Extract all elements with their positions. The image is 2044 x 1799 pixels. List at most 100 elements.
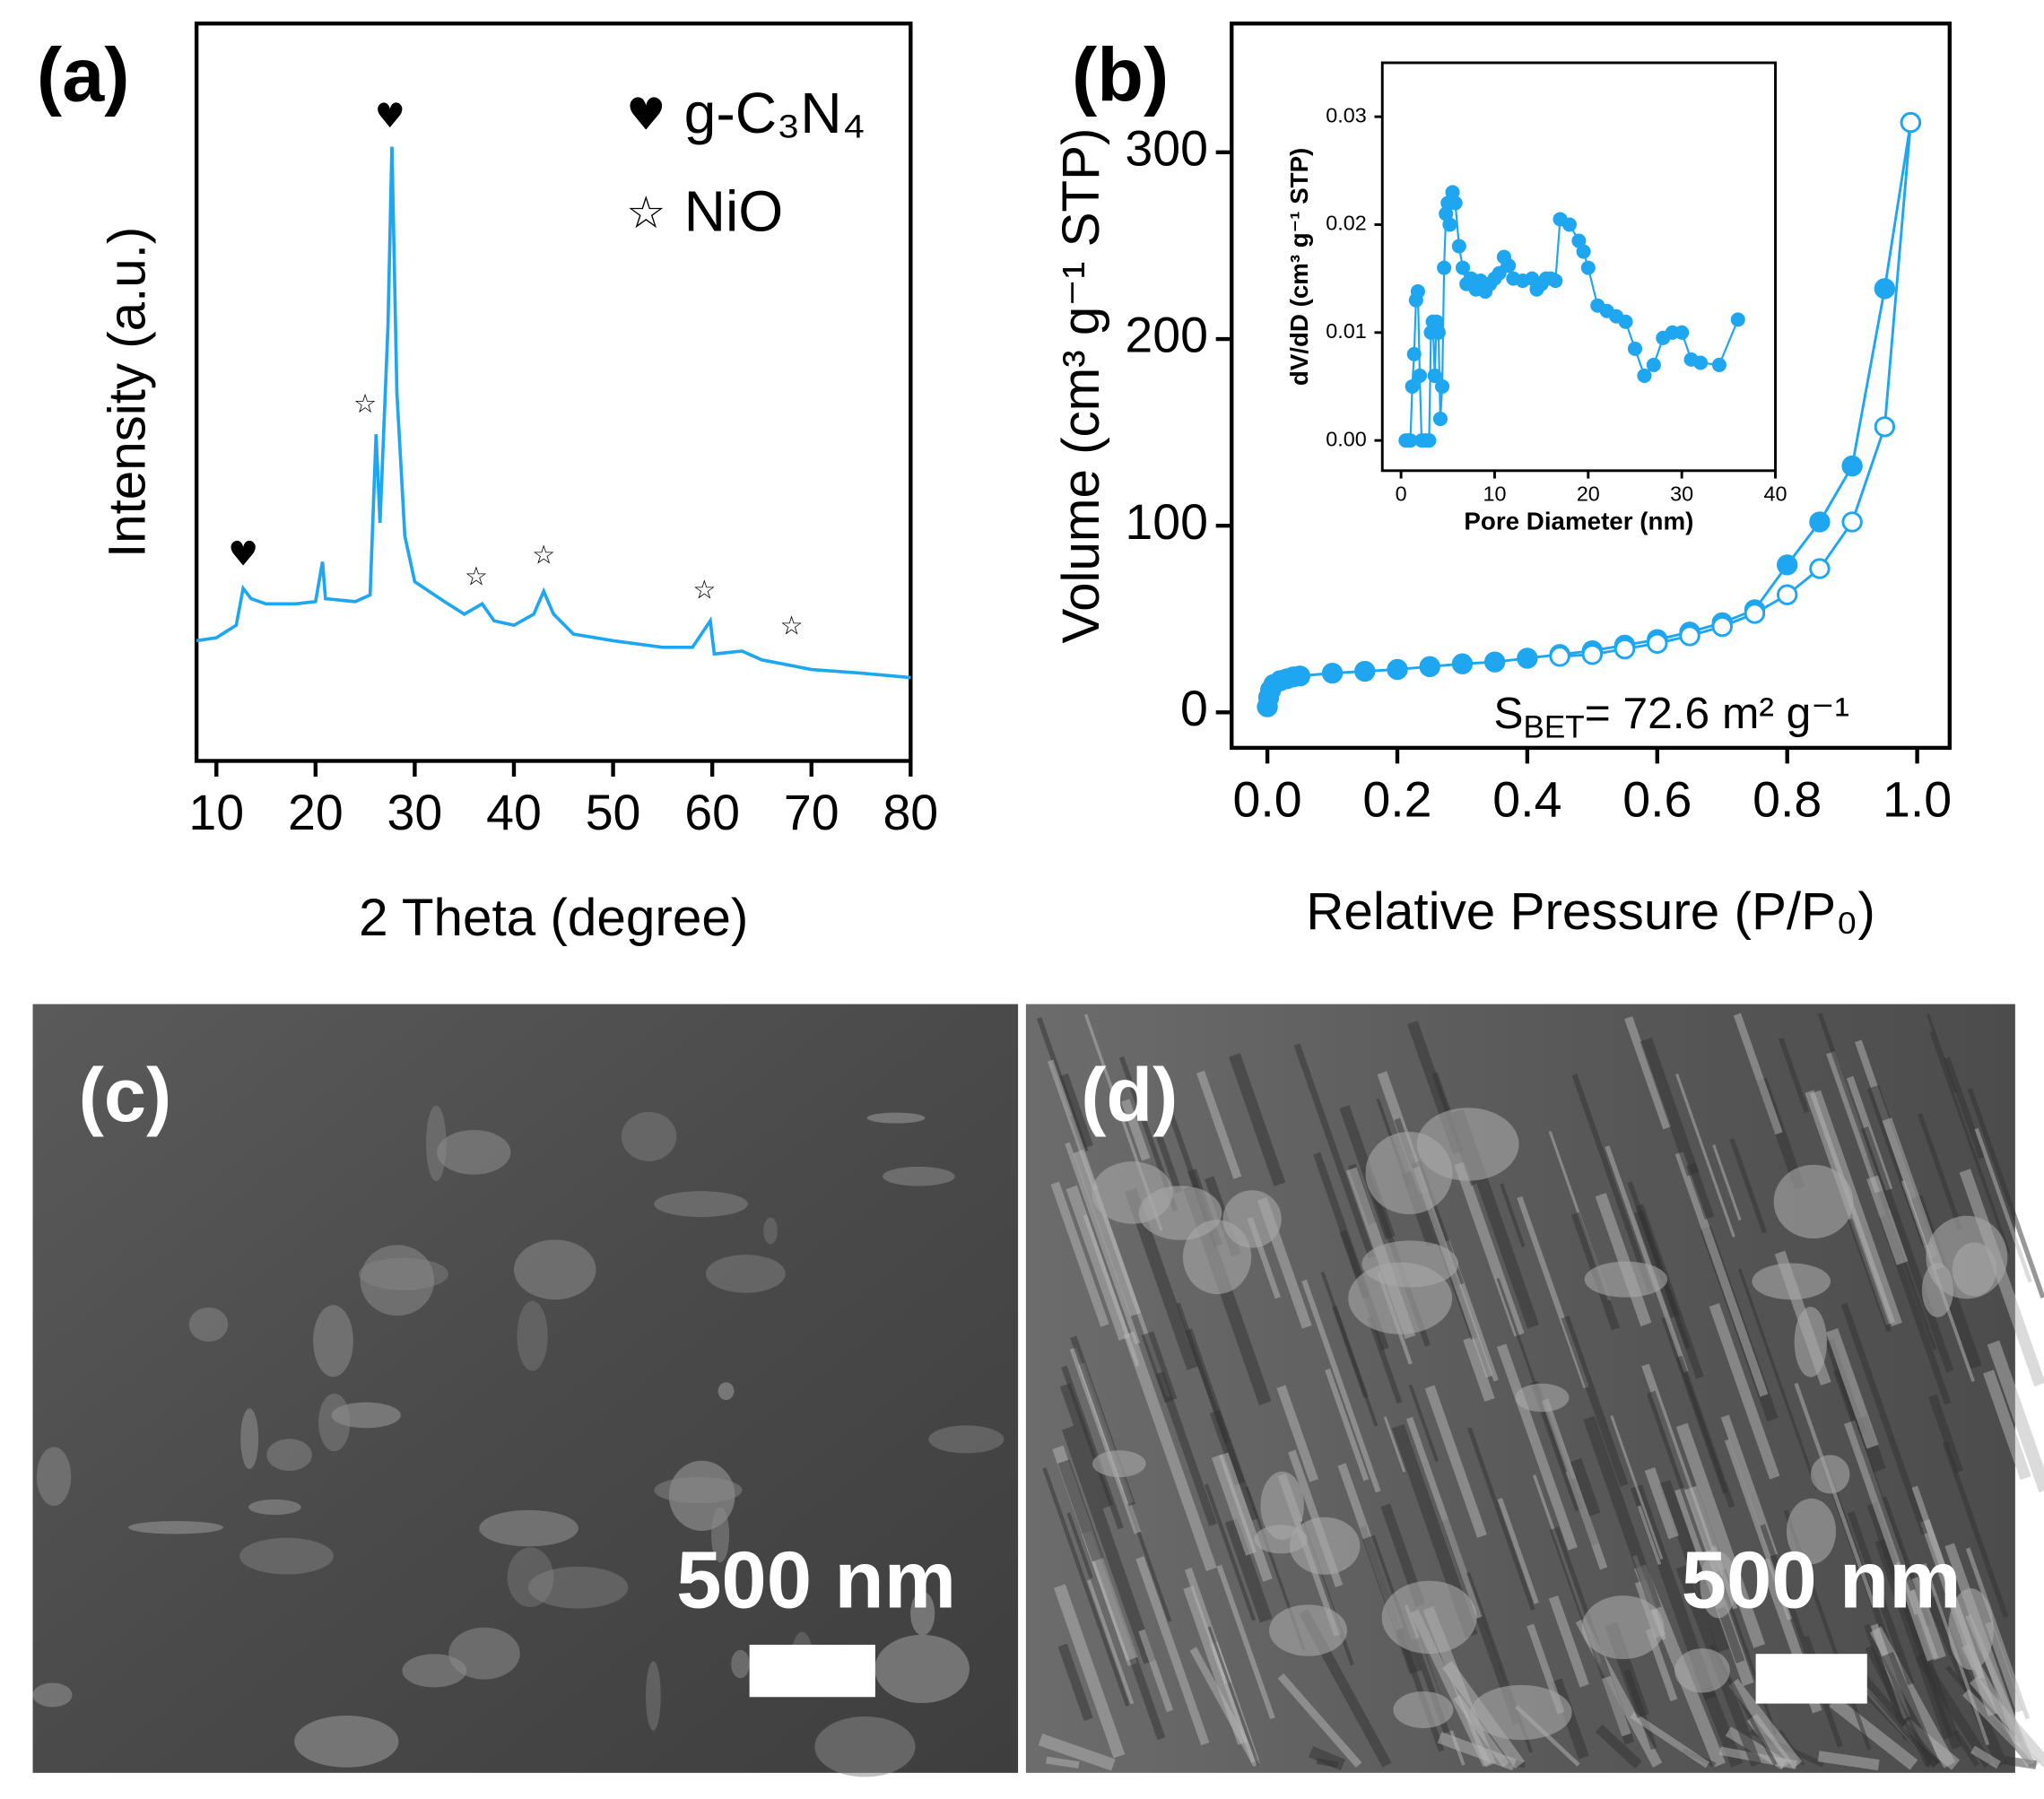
x-tick-label: 20 [1577,482,1600,505]
fiber [1497,1498,1539,1604]
particle [1810,1455,1850,1494]
data-point [1679,625,1700,647]
scale-bar-label: 500 nm [1682,1534,1961,1625]
fiber [1066,1512,1093,1579]
data-point [1581,644,1604,665]
particle [437,1130,511,1175]
particle [1289,1517,1361,1575]
fiber [1541,1398,1608,1570]
fiber [1906,1577,1946,1661]
y-axis-title: Intensity (a.u.) [98,227,156,558]
fiber [1153,1128,1182,1194]
fiber [1847,1511,1915,1686]
particle [866,1112,926,1124]
data-point [1289,665,1311,687]
data-point [1517,647,1538,669]
fiber [1728,1678,1803,1769]
x-tick-label: 70 [784,785,839,840]
fiber [1825,1328,1879,1449]
panel-label: (d) [1081,1052,1178,1137]
x-tick-label: 0.4 [1492,771,1561,827]
data-line [1266,122,1912,708]
particle [1674,1648,1730,1693]
fiber [1633,1210,1680,1318]
x-tick-label: 0.0 [1233,771,1302,827]
annotation-part: S [1493,688,1523,738]
fiber [1987,1340,2044,1493]
fiber [1601,1675,1631,1737]
particle [718,1382,735,1401]
fiber [1065,1142,1141,1345]
data-point [1451,239,1466,254]
sem-texture-d [1036,1012,2044,1771]
particle [188,1307,229,1343]
fiber [1405,1416,1483,1619]
sem-texture-c [32,1105,1005,1777]
x-tick-label: 40 [486,785,542,840]
fiber [1630,1711,1710,1769]
y-tick-label: 0.03 [1326,103,1366,126]
fiber [1204,1483,1257,1621]
fiber [1959,1169,2044,1386]
particle [1786,1498,1837,1565]
x-tick-label: 80 [883,785,938,840]
data-point [1432,412,1448,427]
fiber [1983,1369,2031,1481]
fiber [1121,1099,1151,1161]
fiber [1850,1664,1941,1769]
x-tick-label: 10 [1483,482,1506,505]
peak-marker: ☆ [692,574,716,604]
fiber [1216,1564,1275,1720]
fiber [1826,1050,1884,1194]
particle [1092,1161,1173,1224]
data-point [1422,433,1437,448]
particle [874,1634,970,1704]
legend-symbol: ☆ [626,187,666,239]
data-point [1561,217,1577,232]
particle [528,1566,629,1609]
fiber [1424,1385,1487,1538]
peak-marker: ♥ [375,96,405,135]
particle [1584,1261,1668,1298]
fiber [1548,1595,1589,1688]
data-point [1900,111,1922,134]
plot-frame [194,22,913,763]
particle [814,1716,916,1777]
fiber [1874,1539,1953,1741]
fiber [1675,1422,1766,1648]
fiber [1676,1355,1735,1508]
particle [928,1425,1005,1454]
y-axis-title: Volume (cm³ g⁻¹ STP) [1052,128,1110,644]
data-point [1674,325,1690,340]
data-point [1548,274,1563,289]
fiber [1737,1268,1819,1490]
particle [1794,1307,1828,1377]
particle [318,1393,351,1452]
fiber [1674,1152,1769,1397]
fiber [1658,1479,1730,1653]
fiber [1207,1626,1260,1766]
fiber [1123,1331,1217,1571]
fiber [1408,1384,1439,1462]
data-point [1427,368,1442,383]
particle [763,1217,778,1245]
particle [248,1499,301,1516]
particle [331,1402,401,1429]
data-line [196,146,911,680]
particle [654,1191,749,1217]
data-point [1730,312,1745,327]
data-point [1354,660,1376,682]
annotation: SBET= 72.6 m² g⁻¹ [1493,688,1849,745]
particle [621,1111,677,1161]
fiber [1944,1056,1986,1160]
fiber [1211,1454,1257,1556]
data-point [1874,278,1896,300]
fiber [1733,1012,1783,1135]
particle [32,1682,73,1708]
data-point [1437,260,1452,275]
x-axis-title: 2 Theta (degree) [359,889,748,947]
fiber [1325,1368,1370,1482]
data-point [1406,346,1422,361]
fiber [1301,1279,1381,1493]
